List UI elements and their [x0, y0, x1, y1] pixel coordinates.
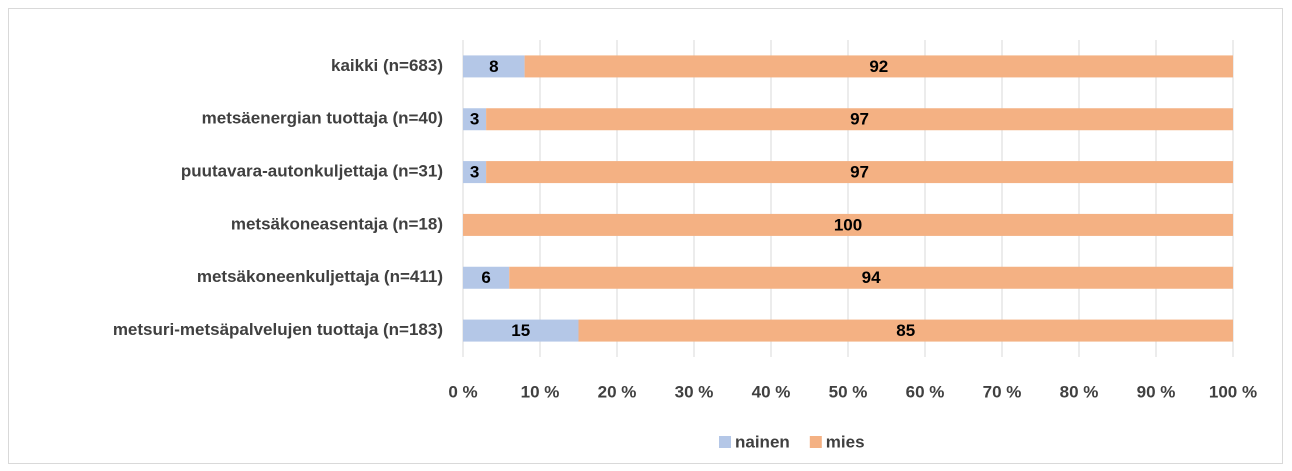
x-tick-label: 30 %: [675, 382, 714, 401]
data-label: 8: [489, 57, 498, 76]
bar-segment: [578, 319, 1233, 342]
x-tick-label: 60 %: [906, 382, 945, 401]
data-label: 94: [862, 268, 881, 287]
x-tick-label: 50 %: [829, 382, 868, 401]
bar-segment: [463, 161, 487, 184]
legend-swatch: [809, 436, 822, 448]
bar-segment: [486, 161, 1234, 184]
y-tick-label: metsäenergian tuottaja (n=40): [202, 109, 443, 128]
chart-border: [8, 8, 1283, 464]
data-label: 85: [896, 321, 915, 340]
bar-segment: [524, 55, 1233, 78]
data-label: 15: [511, 321, 530, 340]
data-label: 3: [470, 163, 479, 182]
y-tick-label: metsuri-metsäpalvelujen tuottaja (n=183): [113, 320, 443, 339]
x-tick-label: 20 %: [598, 382, 637, 401]
data-label: 97: [850, 110, 869, 129]
y-tick-label: kaikki (n=683): [331, 56, 443, 75]
data-label: 6: [481, 268, 490, 287]
x-tick-label: 10 %: [521, 382, 560, 401]
x-tick-label: 100 %: [1209, 382, 1257, 401]
bar-segment: [509, 266, 1233, 289]
legend-swatch: [719, 436, 731, 448]
bar-segment: [463, 213, 1233, 236]
data-label: 97: [850, 163, 869, 182]
y-tick-label: puutavara-autonkuljettaja (n=31): [181, 162, 443, 181]
legend-label: mies: [826, 432, 865, 451]
data-label: 3: [470, 110, 479, 129]
bar-segment: [486, 108, 1234, 131]
y-tick-label: metsäkoneasentaja (n=18): [231, 214, 443, 233]
x-tick-label: 40 %: [752, 382, 791, 401]
x-tick-label: 0 %: [448, 382, 477, 401]
x-tick-label: 80 %: [1060, 382, 1099, 401]
bar-segment: [463, 319, 579, 342]
data-label: 92: [869, 57, 888, 76]
bar-segment: [463, 266, 510, 289]
x-tick-label: 70 %: [983, 382, 1022, 401]
data-label: 100: [834, 215, 862, 234]
bar-segment: [463, 108, 487, 131]
x-tick-label: 90 %: [1137, 382, 1176, 401]
bar-segment: [463, 55, 525, 78]
legend-label: nainen: [735, 432, 790, 451]
y-tick-label: metsäkoneenkuljettaja (n=411): [197, 267, 443, 286]
